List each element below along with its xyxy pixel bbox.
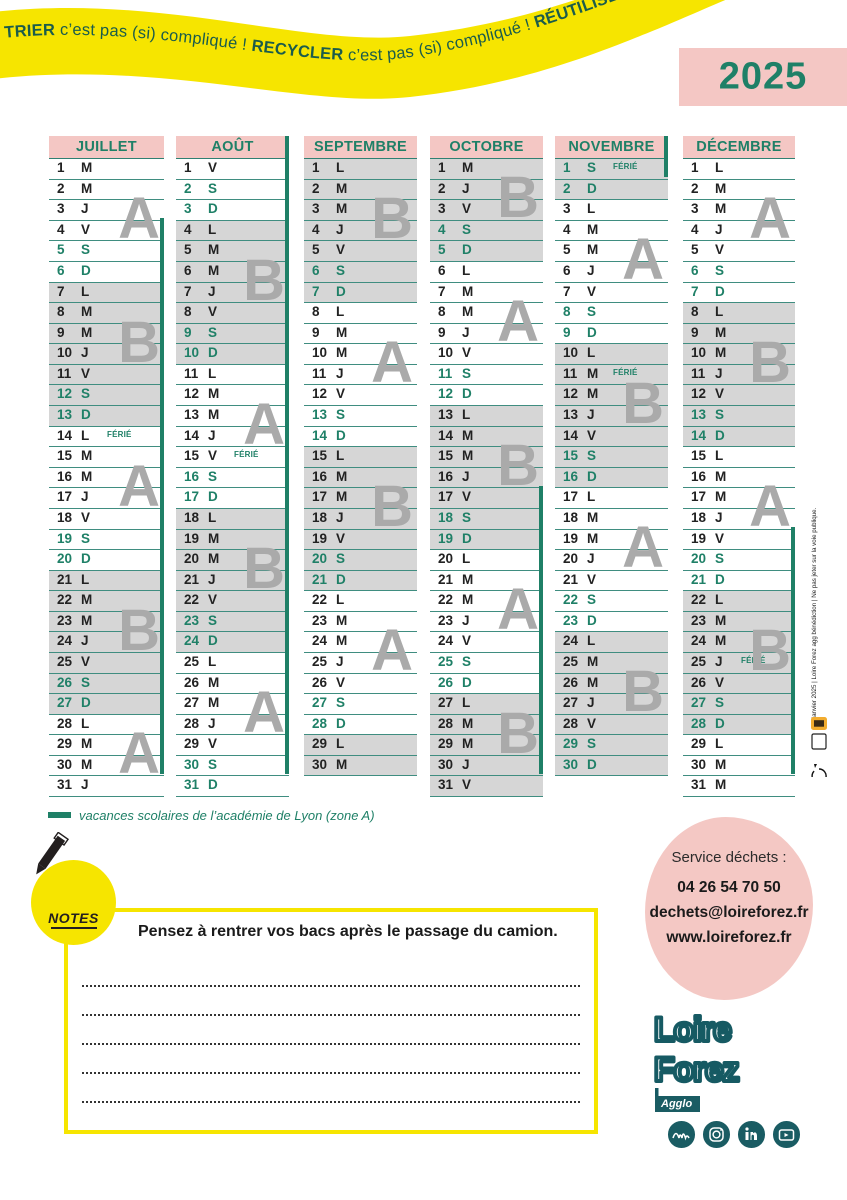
svg-text:Loire: Loire [654,1011,731,1049]
svg-text:Forez: Forez [654,1051,738,1089]
